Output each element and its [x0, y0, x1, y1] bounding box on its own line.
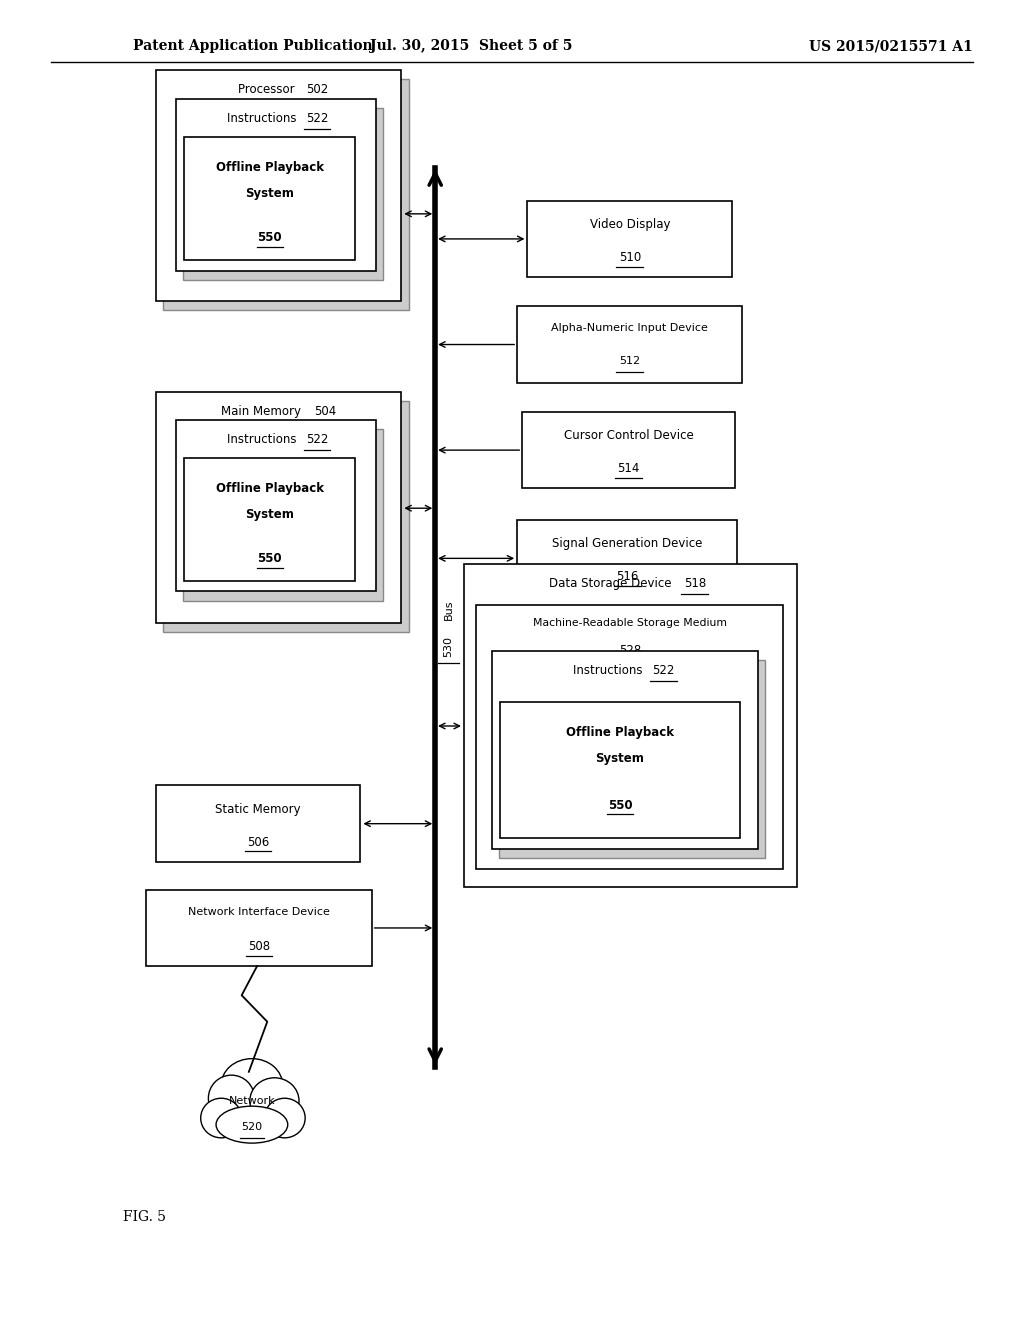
Text: Main Memory: Main Memory: [221, 405, 305, 418]
Text: FIG. 5: FIG. 5: [123, 1210, 166, 1224]
Text: Offline Playback: Offline Playback: [566, 726, 674, 739]
Text: 520: 520: [242, 1122, 262, 1133]
Text: Static Memory: Static Memory: [215, 803, 301, 816]
Bar: [183, 108, 383, 280]
Bar: [156, 392, 401, 623]
Bar: [527, 201, 732, 277]
Text: 530: 530: [443, 636, 454, 657]
Text: System: System: [246, 187, 294, 201]
Text: Instructions: Instructions: [227, 112, 300, 125]
Bar: [492, 651, 758, 849]
Bar: [500, 702, 740, 838]
Text: Instructions: Instructions: [227, 433, 300, 446]
Bar: [476, 605, 783, 869]
Text: Signal Generation Device: Signal Generation Device: [552, 537, 702, 550]
Text: Network: Network: [228, 1096, 275, 1106]
Ellipse shape: [221, 1059, 283, 1111]
Ellipse shape: [250, 1077, 299, 1125]
Bar: [522, 412, 735, 488]
Bar: [156, 785, 360, 862]
Text: Alpha-Numeric Input Device: Alpha-Numeric Input Device: [551, 323, 709, 334]
Text: Offline Playback: Offline Playback: [216, 161, 324, 174]
Bar: [156, 70, 401, 301]
Bar: [517, 520, 737, 597]
Text: System: System: [596, 752, 644, 766]
Text: Data Storage Device: Data Storage Device: [549, 577, 675, 590]
Bar: [464, 564, 797, 887]
Ellipse shape: [264, 1098, 305, 1138]
Text: 514: 514: [617, 462, 640, 475]
Text: Patent Application Publication: Patent Application Publication: [133, 40, 373, 53]
Text: 508: 508: [248, 940, 270, 953]
Text: US 2015/0215571 A1: US 2015/0215571 A1: [809, 40, 973, 53]
Text: Machine-Readable Storage Medium: Machine-Readable Storage Medium: [532, 618, 727, 628]
Bar: [499, 660, 765, 858]
Text: 522: 522: [306, 112, 328, 125]
Bar: [176, 420, 376, 591]
Text: Processor: Processor: [239, 83, 298, 96]
Text: Video Display: Video Display: [590, 218, 670, 231]
Text: Jul. 30, 2015  Sheet 5 of 5: Jul. 30, 2015 Sheet 5 of 5: [370, 40, 572, 53]
Text: 550: 550: [607, 799, 633, 812]
Bar: [163, 79, 409, 310]
Text: 510: 510: [618, 251, 641, 264]
Text: 516: 516: [616, 570, 638, 583]
Text: 504: 504: [314, 405, 337, 418]
Text: 502: 502: [306, 83, 329, 96]
Bar: [146, 890, 372, 966]
Text: 522: 522: [652, 664, 675, 677]
Text: Network Interface Device: Network Interface Device: [188, 907, 330, 917]
Ellipse shape: [216, 1106, 288, 1143]
Text: 512: 512: [620, 356, 640, 367]
Bar: [517, 306, 742, 383]
Text: 550: 550: [257, 552, 283, 565]
Text: Bus: Bus: [443, 599, 454, 620]
Bar: [163, 401, 409, 632]
Text: 506: 506: [247, 836, 269, 849]
Text: Instructions: Instructions: [572, 664, 646, 677]
Text: Cursor Control Device: Cursor Control Device: [564, 429, 693, 442]
Bar: [183, 429, 383, 601]
Bar: [184, 137, 355, 260]
Text: 550: 550: [257, 231, 283, 244]
Text: 528: 528: [618, 644, 641, 657]
Ellipse shape: [201, 1098, 242, 1138]
Bar: [176, 99, 376, 271]
Text: 522: 522: [306, 433, 328, 446]
Text: 518: 518: [684, 577, 706, 590]
Text: System: System: [246, 508, 294, 521]
Text: Offline Playback: Offline Playback: [216, 482, 324, 495]
Ellipse shape: [209, 1074, 254, 1121]
Bar: [184, 458, 355, 581]
